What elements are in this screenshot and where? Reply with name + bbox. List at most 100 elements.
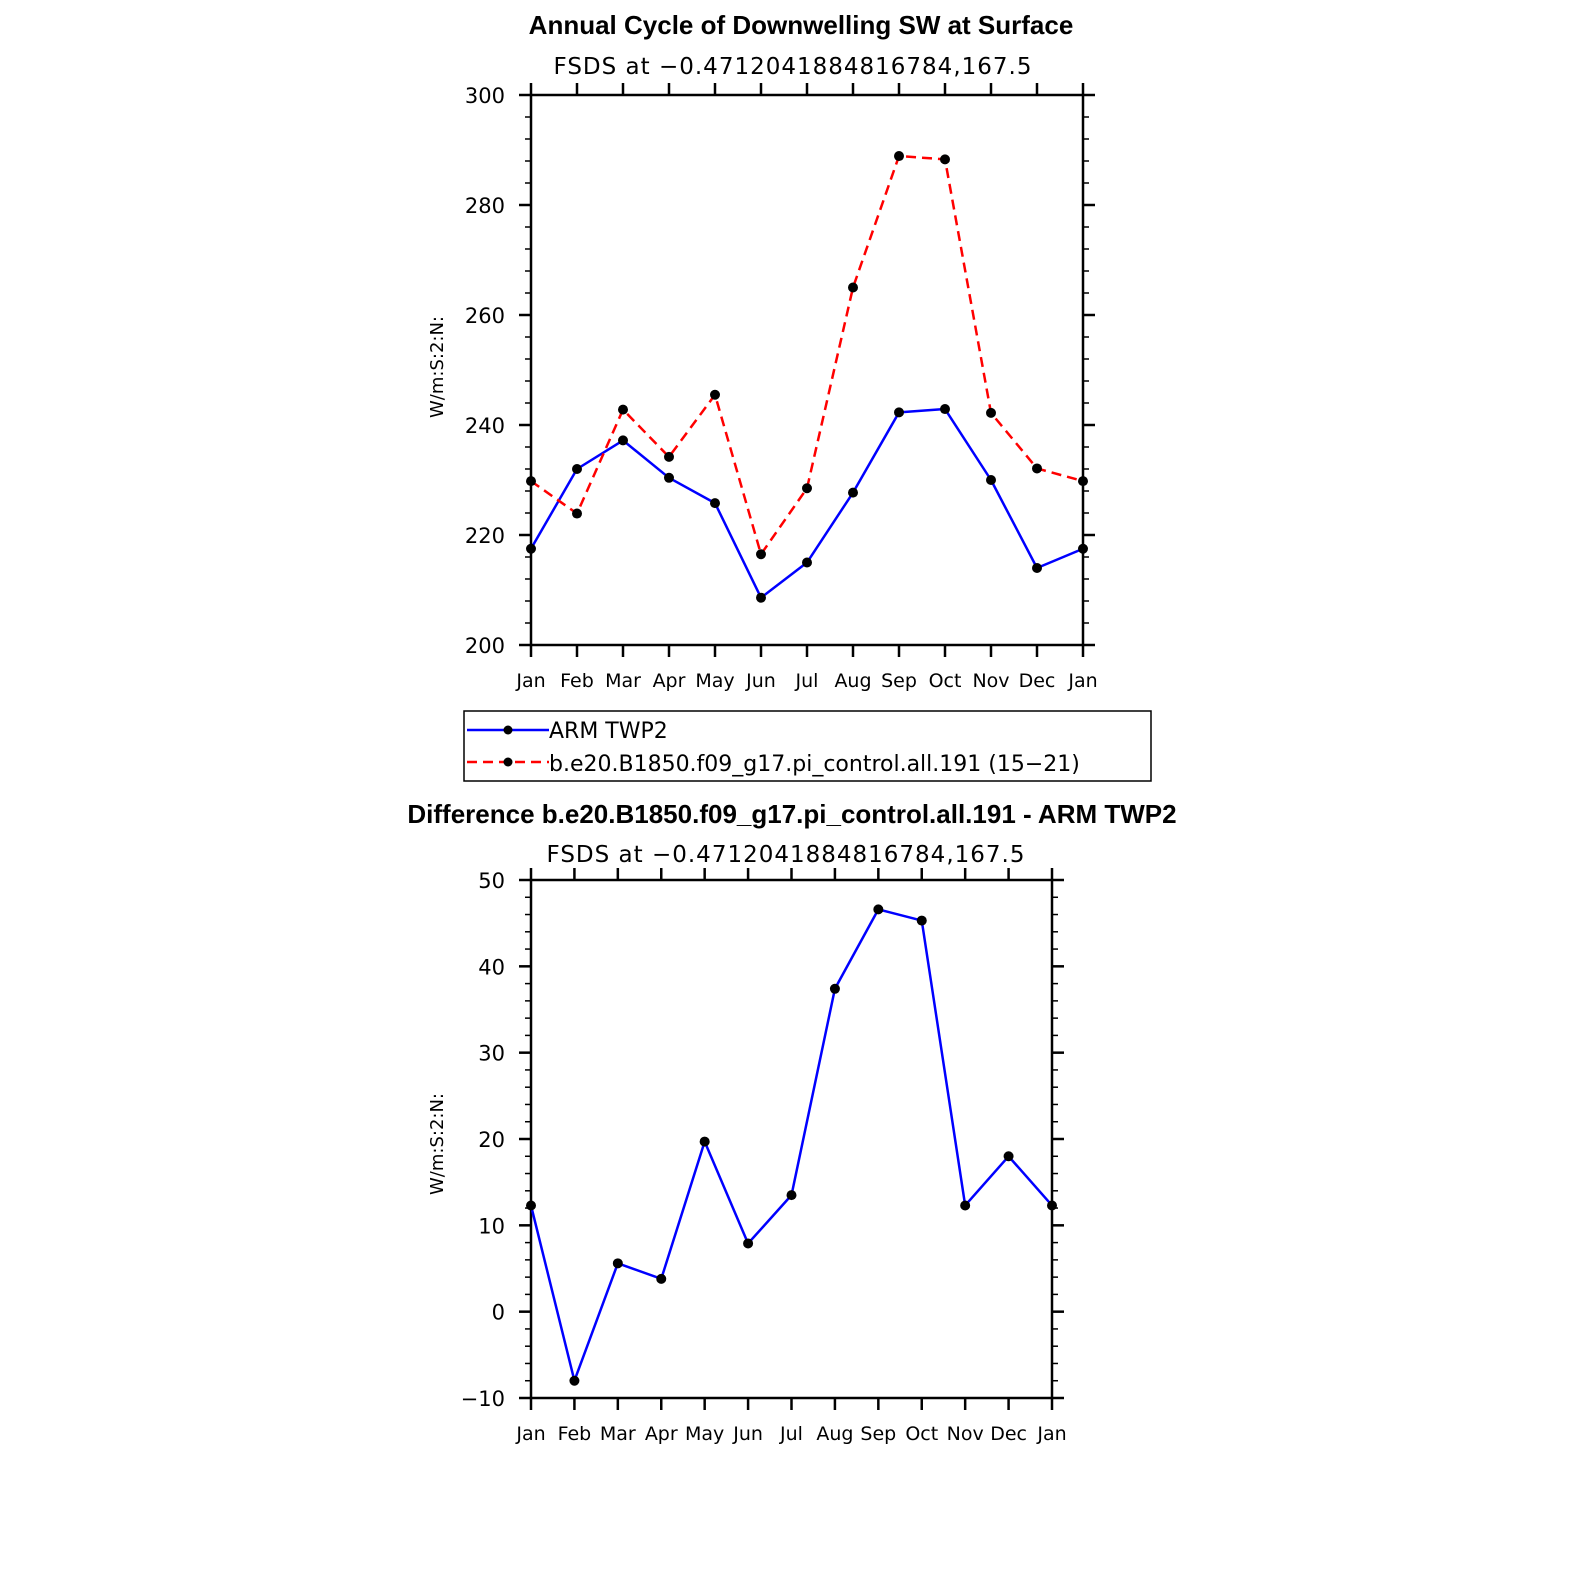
chart1-axes: 200 220 240 260 280 300 Jan Feb Mar Apr May Jun Jul A… [465,83,1098,692]
y-tick-label: 20 [478,1128,505,1152]
data-point [940,154,950,165]
data-point [986,407,996,418]
y-tick-label: −10 [461,1387,505,1411]
data-point [526,543,536,554]
legend-entry-model: b.e20.B1850.f09_g17.pi_control.all.191 (… [549,752,1080,777]
data-point [618,435,628,446]
y-tick-label: 260 [465,304,505,328]
y-tick-label: 40 [478,955,505,979]
difference-chart: Difference b.e20.B1850.f09_g17.pi_contro… [407,799,1176,1445]
y-tick-label: 220 [465,524,505,548]
data-point [894,151,904,162]
legend-swatch-model-marker [503,757,513,767]
data-point [572,464,582,474]
plot-frame [529,878,1054,1400]
y-tick-label: 10 [478,1214,505,1238]
data-point [569,1375,580,1386]
data-point [699,1136,710,1147]
x-tick-label: Mar [605,670,641,692]
data-point [1078,543,1088,554]
chart1-subtitle: FSDS at −0.4712041884816784,167.5 [554,54,1033,80]
data-point [618,404,628,415]
chart1-legend: ARM TWP2 b.e20.B1850.f09_g17.pi_control.… [463,710,1152,782]
x-tick-label: Jun [732,1423,763,1445]
chart1-series [526,151,1088,603]
legend-swatch-arm-marker [503,725,513,735]
data-point [1078,476,1088,487]
data-point [894,407,904,418]
x-tick-label: Jun [745,670,776,692]
x-tick-label: Oct [905,1423,938,1445]
series-line-1 [530,154,1084,556]
x-tick-label: Sep [860,1423,896,1445]
y-tick-label: 30 [478,1042,505,1066]
data-point [786,1190,797,1201]
chart2-subtitle: FSDS at −0.4712041884816784,167.5 [547,842,1026,868]
x-tick-label: Feb [558,1423,592,1445]
data-point [526,1200,536,1211]
data-point [916,915,927,926]
data-point [829,983,840,994]
y-tick-label: 0 [492,1301,505,1325]
data-point [710,389,720,400]
x-tick-label: Jan [515,1423,545,1445]
data-point [802,483,812,494]
x-tick-label: Dec [990,1423,1027,1445]
data-point [756,549,766,560]
chart1-title: Annual Cycle of Downwelling SW at Surfac… [529,10,1074,40]
x-tick-label: May [695,670,734,692]
x-tick-label: Feb [560,670,594,692]
x-tick-label: Dec [1019,670,1056,692]
data-point [756,592,766,603]
x-tick-label: Apr [653,670,686,692]
chart2-series [526,904,1057,1386]
data-point [940,404,950,415]
data-point [873,904,884,915]
data-point [960,1200,971,1211]
y-tick-label: 200 [465,634,505,658]
y-tick-label: 240 [465,414,505,438]
data-point [848,487,858,498]
data-point [612,1258,623,1269]
data-point [664,451,674,462]
data-point [743,1238,754,1249]
legend-box [463,710,1152,782]
chart2-y-axis-label: W/m:S:2:N: [427,1093,448,1195]
legend-entry-arm: ARM TWP2 [549,719,668,744]
y-tick-label: 50 [478,869,505,893]
data-point [1032,463,1042,474]
data-point [848,282,858,293]
x-tick-label: Jul [779,1423,803,1445]
chart2-title: Difference b.e20.B1850.f09_g17.pi_contro… [407,799,1176,829]
x-tick-label: Jan [1036,1423,1066,1445]
data-point [1003,1151,1014,1162]
series-line-0 [529,908,1053,1382]
x-tick-label: Sep [881,670,917,692]
annual-cycle-chart: Annual Cycle of Downwelling SW at Surfac… [427,10,1152,782]
x-tick-label: Aug [834,670,871,692]
data-point [986,475,996,485]
x-tick-label: Jul [795,670,819,692]
x-tick-label: Mar [600,1423,636,1445]
x-tick-label: Aug [816,1423,853,1445]
x-tick-label: Jan [1067,670,1097,692]
x-tick-label: Nov [947,1423,984,1445]
data-point [656,1273,667,1284]
y-tick-label: 280 [465,194,505,218]
y-tick-label: 300 [465,84,505,108]
data-point [572,508,582,519]
data-point [1032,563,1042,573]
chart2-axes: −10 0 10 20 30 40 50 Jan Feb Mar Apr May Jun Jul Aug Se… [461,868,1067,1445]
data-point [1047,1200,1057,1211]
x-tick-label: Oct [929,670,962,692]
data-point [664,472,674,483]
x-tick-label: Apr [645,1423,678,1445]
x-tick-label: May [685,1423,724,1445]
series-line-0 [529,407,1084,599]
data-point [802,557,812,568]
x-tick-label: Nov [972,670,1009,692]
chart1-y-axis-label: W/m:S:2:N: [427,316,448,418]
data-point [526,476,536,487]
data-point [710,498,720,509]
